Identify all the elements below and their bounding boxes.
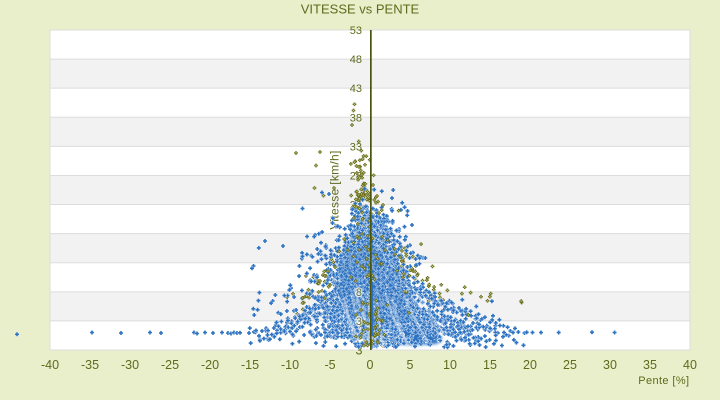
svg-text:40: 40 (683, 358, 697, 372)
svg-text:-15: -15 (241, 358, 259, 372)
svg-text:20: 20 (523, 358, 537, 372)
svg-text:10: 10 (443, 358, 457, 372)
svg-text:VITESSE vs PENTE: VITESSE vs PENTE (301, 2, 420, 17)
svg-text:25: 25 (563, 358, 577, 372)
svg-text:Pente [%]: Pente [%] (638, 375, 689, 387)
svg-text:5: 5 (407, 358, 414, 372)
svg-text:35: 35 (643, 358, 657, 372)
svg-text:-35: -35 (81, 358, 99, 372)
svg-text:30: 30 (603, 358, 617, 372)
svg-text:-30: -30 (121, 358, 139, 372)
svg-text:-5: -5 (324, 358, 335, 372)
svg-text:33: 33 (350, 141, 362, 153)
svg-text:43: 43 (350, 83, 362, 95)
svg-text:53: 53 (350, 25, 362, 37)
svg-text:38: 38 (350, 112, 362, 124)
svg-text:15: 15 (483, 358, 497, 372)
svg-text:3: 3 (356, 316, 362, 328)
svg-text:8: 8 (356, 287, 362, 299)
svg-text:-10: -10 (281, 358, 299, 372)
svg-text:-20: -20 (201, 358, 219, 372)
svg-text:0: 0 (367, 358, 374, 372)
svg-text:-25: -25 (161, 358, 179, 372)
svg-text:-40: -40 (41, 358, 59, 372)
svg-text:48: 48 (350, 54, 362, 66)
